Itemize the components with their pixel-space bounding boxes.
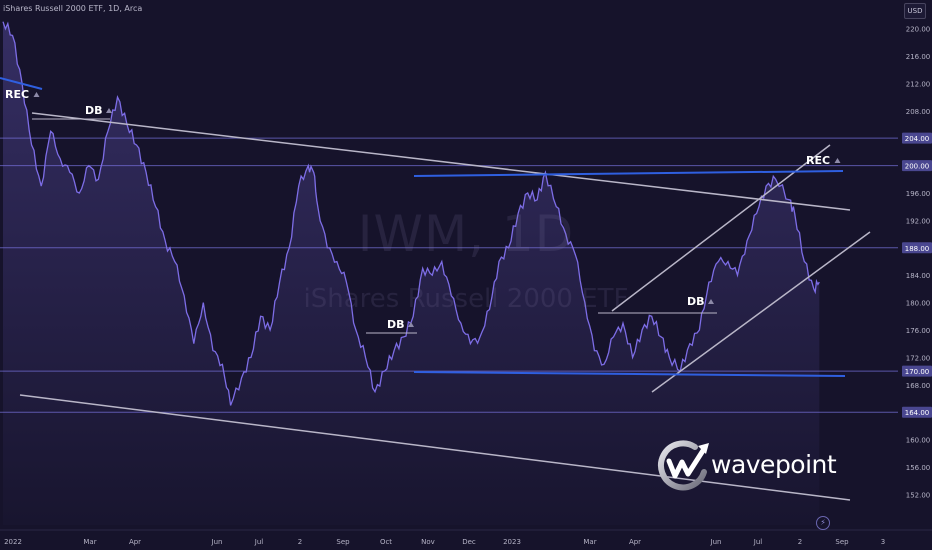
y-tick-label: 176.00 xyxy=(906,327,931,335)
price-label: 188.00 xyxy=(905,245,930,253)
channel-upper[interactable] xyxy=(611,144,831,312)
blue-resistance[interactable] xyxy=(413,170,844,177)
price-label-bg xyxy=(902,365,932,377)
channel-lower[interactable] xyxy=(651,231,871,393)
x-tick-label: Jun xyxy=(710,538,722,546)
annotation-arrow-icon xyxy=(33,92,40,97)
price-area xyxy=(3,21,820,525)
x-tick-label: 2023 xyxy=(503,538,521,546)
x-tick-label: Jun xyxy=(211,538,223,546)
y-tick-label: 160.00 xyxy=(906,437,931,445)
x-tick-label: Mar xyxy=(583,538,596,546)
price-label-bg xyxy=(902,132,932,144)
annotation-arrow-icon xyxy=(408,322,414,327)
annotation-rec-5: REC xyxy=(806,154,830,167)
price-label-bg xyxy=(902,406,932,418)
price-line xyxy=(2,21,820,406)
annotation-db-3: DB xyxy=(387,318,405,331)
y-tick-label: 208.00 xyxy=(906,108,931,116)
y-tick-label: 216.00 xyxy=(906,53,931,61)
y-tick-label: 168.00 xyxy=(906,382,931,390)
price-label-bg xyxy=(902,242,932,254)
price-label: 170.00 xyxy=(905,368,930,376)
y-tick-label: 196.00 xyxy=(906,190,931,198)
x-tick-label: Jul xyxy=(753,538,763,546)
x-tick-label: Dec xyxy=(462,538,476,546)
y-tick-label: 152.00 xyxy=(906,491,931,499)
annotation-arrow-icon xyxy=(106,108,112,113)
price-label: 204.00 xyxy=(905,135,930,143)
y-tick-label: 172.00 xyxy=(906,354,931,362)
x-tick-label: Nov xyxy=(421,538,435,546)
x-tick-label: Oct xyxy=(380,538,392,546)
annotation-arrow-icon xyxy=(708,299,714,304)
price-label: 164.00 xyxy=(905,409,930,417)
x-tick-label: Sep xyxy=(336,538,350,546)
x-tick-label: Apr xyxy=(629,538,641,546)
y-axis-bg xyxy=(898,0,932,550)
y-tick-label: 184.00 xyxy=(906,272,931,280)
annotation-db-4: DB xyxy=(687,295,705,308)
x-tick-label: 2022 xyxy=(4,538,22,546)
x-tick-label: 2 xyxy=(298,538,302,546)
grey-trend-upper[interactable] xyxy=(31,112,851,211)
x-tick-label: 3 xyxy=(881,538,885,546)
wavepoint-logo-text: wavepoint xyxy=(711,450,837,479)
y-tick-label: 212.00 xyxy=(906,80,931,88)
price-label-bg xyxy=(902,160,932,172)
annotation-rec-1: REC xyxy=(5,88,29,101)
currency-button[interactable]: USD xyxy=(904,3,926,19)
annotation-db-2: DB xyxy=(85,104,103,117)
annotation-arrow-icon xyxy=(834,158,841,163)
y-tick-label: 156.00 xyxy=(906,464,931,472)
x-tick-label: Sep xyxy=(835,538,849,546)
blue-line-left[interactable] xyxy=(0,77,43,90)
x-tick-label: Apr xyxy=(129,538,141,546)
wavepoint-logo-icon xyxy=(658,440,709,491)
y-tick-label: 192.00 xyxy=(906,217,931,225)
price-label: 200.00 xyxy=(905,163,930,171)
x-tick-label: 2 xyxy=(798,538,802,546)
x-tick-label: Mar xyxy=(83,538,96,546)
watermark-name: iShares Russell 2000 ETF xyxy=(303,284,629,314)
lightning-icon[interactable]: ⚡ xyxy=(816,516,830,530)
watermark-symbol: IWM, 1D xyxy=(357,205,575,263)
chart-title: iShares Russell 2000 ETF, 1D, Arca xyxy=(3,4,143,13)
y-tick-label: 220.00 xyxy=(906,26,931,34)
blue-support[interactable] xyxy=(413,371,846,377)
x-tick-label: Jul xyxy=(254,538,264,546)
grey-trend-lower[interactable] xyxy=(19,394,851,501)
y-tick-label: 180.00 xyxy=(906,300,931,308)
